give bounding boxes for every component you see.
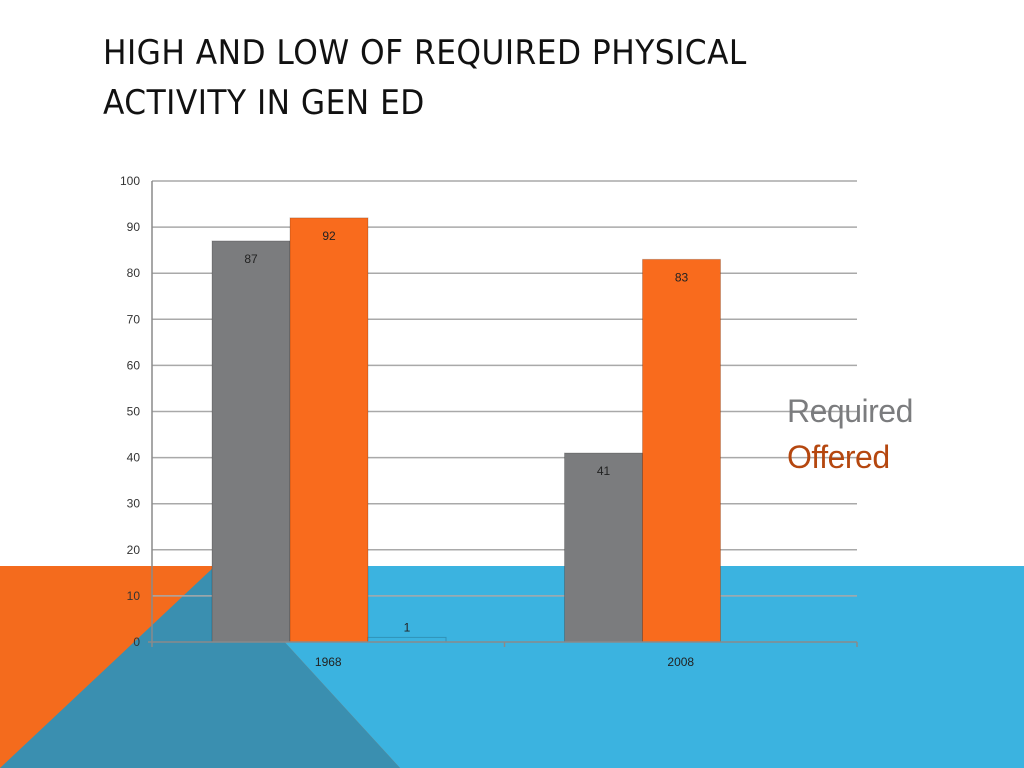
data-label: 41 bbox=[597, 464, 611, 478]
y-tick-label: 90 bbox=[127, 220, 141, 234]
bar-required-1968 bbox=[211, 240, 291, 643]
data-label: 87 bbox=[244, 252, 258, 266]
legend-item-offered: Offered bbox=[787, 439, 890, 475]
y-tick-label: 10 bbox=[127, 589, 141, 603]
slide-title-line-1: HIGH AND LOW OF REQUIRED PHYSICAL bbox=[103, 33, 747, 73]
slide-title: HIGH AND LOW OF REQUIRED PHYSICAL ACTIVI… bbox=[103, 28, 839, 128]
y-tick-label: 60 bbox=[127, 358, 141, 372]
y-tick-label: 0 bbox=[133, 635, 140, 649]
y-tick-label: 20 bbox=[127, 543, 141, 557]
data-label: 92 bbox=[322, 229, 336, 243]
y-tick-label: 80 bbox=[127, 266, 141, 280]
bar-offered-2008 bbox=[642, 258, 721, 643]
y-tick-label: 40 bbox=[127, 451, 141, 465]
background-blue-band bbox=[215, 566, 1024, 768]
x-tick-label: 2008 bbox=[667, 655, 694, 669]
y-tick-label: 50 bbox=[127, 405, 141, 419]
slide-title-line-2: ACTIVITY IN GEN ED bbox=[103, 83, 425, 123]
data-label: 83 bbox=[675, 270, 689, 284]
data-label: 1 bbox=[404, 620, 411, 634]
chart-legend: Required Offered bbox=[787, 388, 913, 480]
bar-required-2008 bbox=[564, 452, 643, 643]
y-tick-label: 100 bbox=[120, 174, 140, 188]
chart-axes: 0 10 20 30 40 50 60 70 80 90 100 1968 2008 bbox=[120, 174, 858, 669]
chart-bars bbox=[211, 217, 721, 643]
chart-data-labels: 87 41 92 83 1 bbox=[244, 229, 688, 635]
x-tick-label: 1968 bbox=[315, 655, 342, 669]
legend-item-required: Required bbox=[787, 393, 913, 429]
bar-offered-1968 bbox=[289, 217, 369, 643]
background-dark-triangle bbox=[0, 566, 400, 768]
y-tick-label: 70 bbox=[127, 312, 141, 326]
y-tick-label: 30 bbox=[127, 497, 141, 511]
